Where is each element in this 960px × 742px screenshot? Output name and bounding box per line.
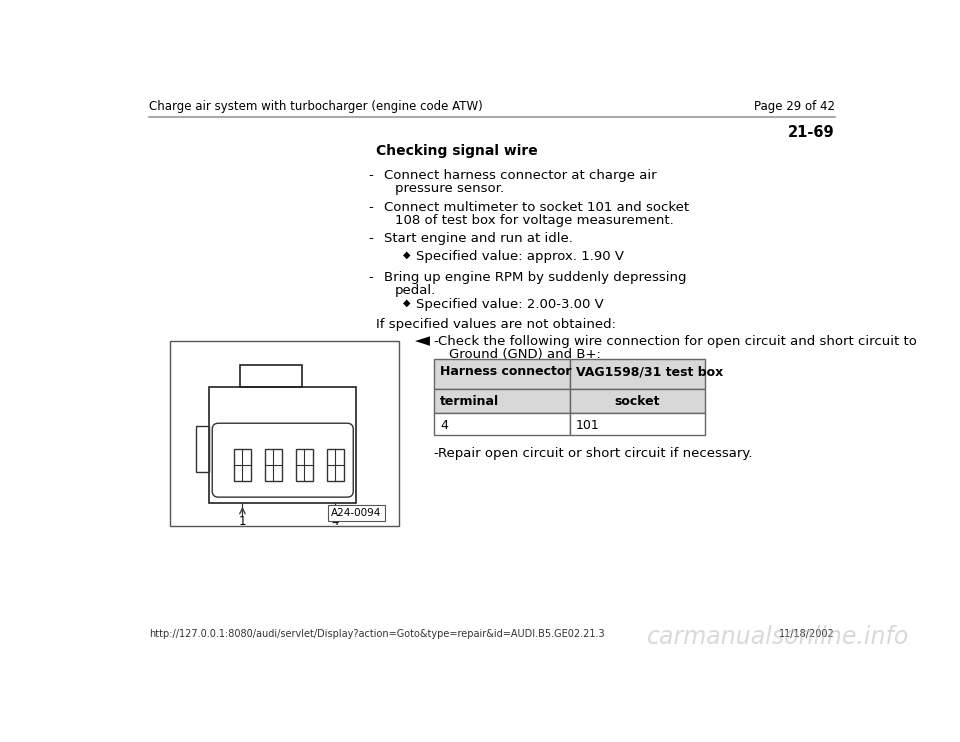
Text: http://127.0.0.1:8080/audi/servlet/Display?action=Goto&type=repair&id=AUDI.B5.GE: http://127.0.0.1:8080/audi/servlet/Displ… xyxy=(150,628,605,639)
Text: Page 29 of 42: Page 29 of 42 xyxy=(754,100,834,113)
Text: 4: 4 xyxy=(332,515,339,528)
Bar xyxy=(569,359,706,389)
Text: -: - xyxy=(368,200,372,214)
Text: pressure sensor.: pressure sensor. xyxy=(396,183,504,195)
Text: If specified values are not obtained:: If specified values are not obtained: xyxy=(375,318,615,331)
Text: pedal.: pedal. xyxy=(396,284,437,297)
Bar xyxy=(434,413,569,435)
Bar xyxy=(234,449,251,481)
Text: 101: 101 xyxy=(576,419,599,433)
Text: socket: socket xyxy=(614,395,660,409)
Text: -: - xyxy=(434,447,439,460)
Bar xyxy=(569,413,706,435)
Text: Harness connector: Harness connector xyxy=(440,366,571,378)
Text: Ground (GND) and B+:: Ground (GND) and B+: xyxy=(448,348,600,361)
Text: 1: 1 xyxy=(239,515,246,528)
Text: Specified value: 2.00-3.00 V: Specified value: 2.00-3.00 V xyxy=(416,298,604,311)
Text: ◆: ◆ xyxy=(403,298,410,308)
Text: terminal: terminal xyxy=(440,395,499,409)
Text: -: - xyxy=(368,271,372,283)
Text: Specified value: approx. 1.90 V: Specified value: approx. 1.90 V xyxy=(416,250,624,263)
Text: 108 of test box for voltage measurement.: 108 of test box for voltage measurement. xyxy=(396,214,674,227)
Text: Check the following wire connection for open circuit and short circuit to: Check the following wire connection for … xyxy=(438,335,917,348)
Text: Charge air system with turbocharger (engine code ATW): Charge air system with turbocharger (eng… xyxy=(150,100,483,113)
Text: carmanualsonline.info: carmanualsonline.info xyxy=(647,625,909,649)
Text: 11/18/2002: 11/18/2002 xyxy=(779,628,834,639)
Text: Connect multimeter to socket 101 and socket: Connect multimeter to socket 101 and soc… xyxy=(383,200,688,214)
Text: Checking signal wire: Checking signal wire xyxy=(375,145,538,159)
Text: ◄: ◄ xyxy=(415,332,429,350)
Text: Start engine and run at idle.: Start engine and run at idle. xyxy=(383,232,572,246)
Text: Bring up engine RPM by suddenly depressing: Bring up engine RPM by suddenly depressi… xyxy=(383,271,686,283)
Text: 4: 4 xyxy=(440,419,448,433)
Text: -: - xyxy=(368,169,372,182)
Text: -: - xyxy=(368,232,372,246)
Text: Repair open circuit or short circuit if necessary.: Repair open circuit or short circuit if … xyxy=(438,447,753,460)
Bar xyxy=(327,449,344,481)
Text: -: - xyxy=(434,335,439,348)
Bar xyxy=(196,425,209,472)
Text: A24-0094: A24-0094 xyxy=(331,508,381,518)
Bar xyxy=(296,449,313,481)
Text: VAG1598/31 test box: VAG1598/31 test box xyxy=(576,366,723,378)
Bar xyxy=(569,389,706,413)
Text: ◆: ◆ xyxy=(403,250,410,260)
Bar xyxy=(434,359,569,389)
Bar xyxy=(265,449,282,481)
Bar xyxy=(170,341,399,525)
Text: 21-69: 21-69 xyxy=(788,125,834,140)
Bar xyxy=(209,387,356,502)
Bar xyxy=(434,389,569,413)
Bar xyxy=(240,366,302,387)
Text: Connect harness connector at charge air: Connect harness connector at charge air xyxy=(383,169,656,182)
